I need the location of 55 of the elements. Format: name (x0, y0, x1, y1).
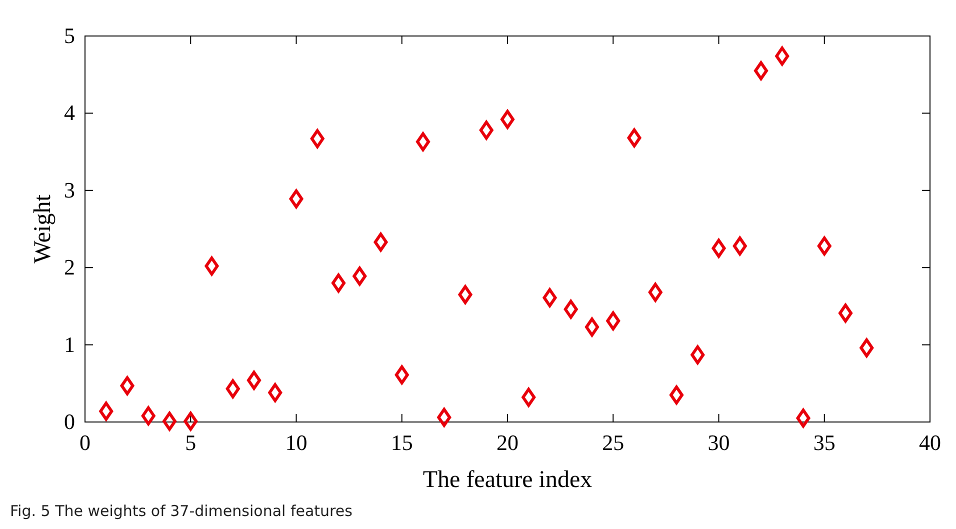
x-tick-label: 25 (602, 430, 624, 455)
point (796, 408, 810, 428)
point (99, 402, 114, 421)
point (542, 288, 557, 308)
point (754, 61, 768, 80)
y-tick-label: 1 (64, 332, 75, 357)
point (416, 132, 430, 152)
point (606, 311, 620, 330)
x-tick-label: 30 (708, 430, 730, 455)
point (648, 282, 662, 302)
x-axis-title: The feature index (422, 467, 592, 493)
point (732, 236, 747, 256)
point (670, 385, 684, 404)
point (204, 256, 219, 276)
caption: Fig. 5 The weights of 37-dimensional features (10, 502, 353, 520)
point (500, 110, 514, 129)
point (226, 379, 240, 398)
y-tick-label: 2 (64, 254, 75, 280)
point (817, 236, 832, 256)
point (120, 376, 134, 396)
y-tick-label: 0 (64, 409, 75, 434)
x-tick-label: 5 (185, 430, 196, 455)
x-tick-label: 40 (919, 430, 941, 455)
x-tick-label: 10 (285, 430, 308, 455)
point (775, 46, 790, 66)
y-axis-title: Weight (30, 194, 56, 264)
point (352, 266, 367, 286)
point (564, 300, 578, 319)
x-tick-label: 20 (496, 430, 518, 455)
point (712, 238, 726, 258)
x-tick-label: 0 (80, 430, 90, 455)
point (247, 370, 261, 390)
point (585, 318, 599, 337)
point (374, 232, 388, 252)
point (627, 128, 642, 148)
point (458, 285, 472, 304)
point (437, 408, 452, 427)
y-tick-label: 4 (64, 100, 75, 126)
x-tick-label: 35 (813, 430, 836, 455)
point (394, 365, 409, 384)
point (310, 129, 324, 148)
point (332, 274, 346, 293)
point (690, 345, 705, 364)
point (522, 388, 536, 407)
point (479, 120, 494, 140)
point (860, 338, 874, 358)
x-tick-label: 15 (390, 430, 413, 455)
point (162, 412, 176, 431)
point (268, 383, 282, 402)
point (141, 406, 156, 426)
point (184, 412, 198, 431)
y-tick-label: 5 (64, 23, 75, 48)
y-tick-label: 3 (64, 177, 75, 202)
point (289, 189, 304, 208)
point (838, 304, 852, 323)
